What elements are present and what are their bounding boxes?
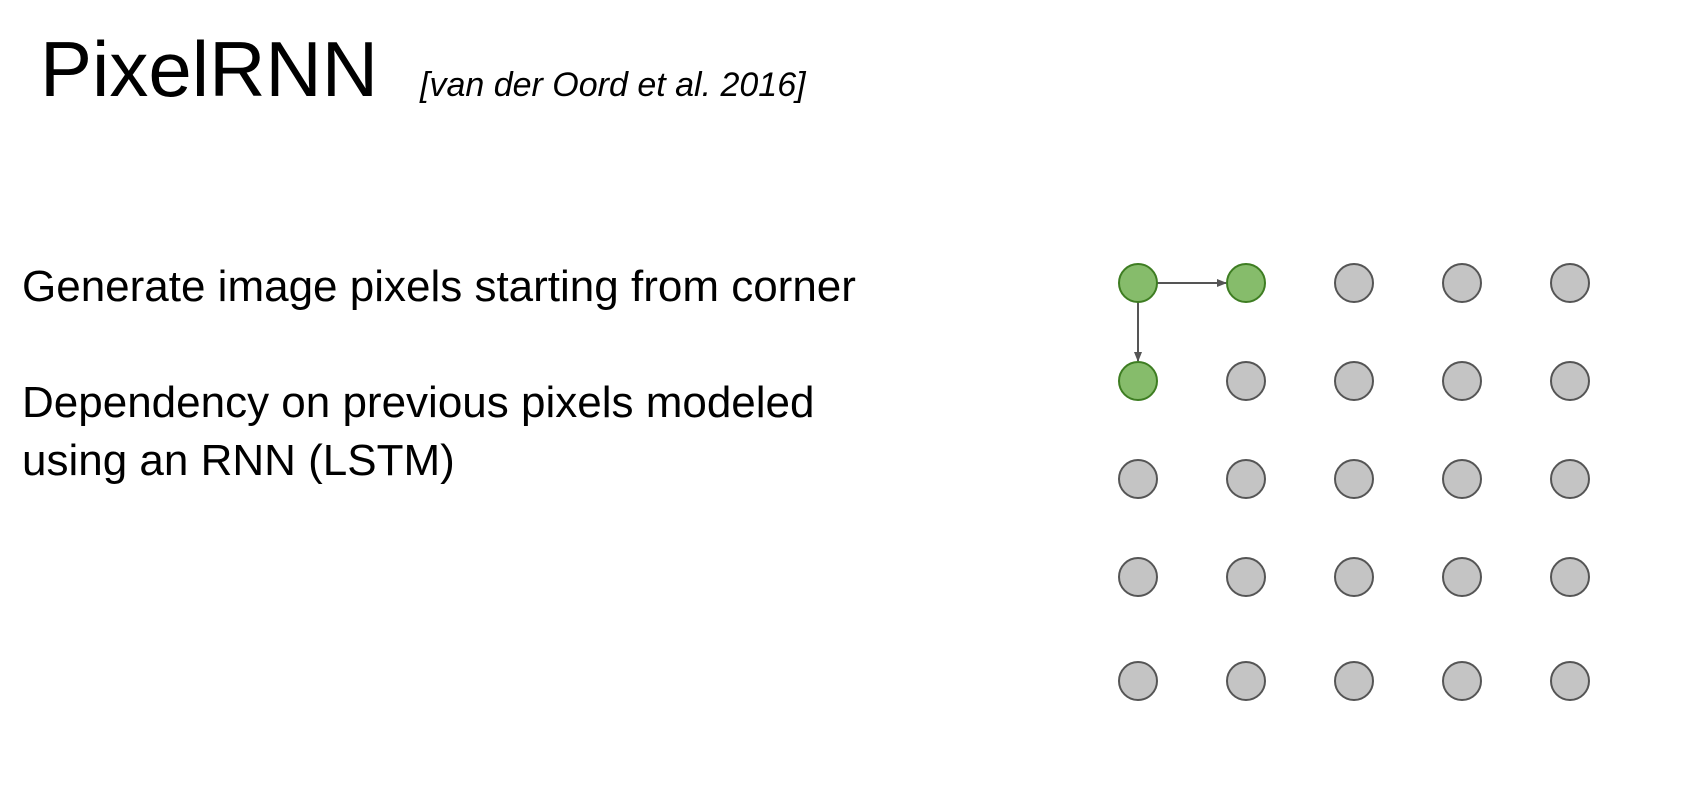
pending-pixel-1-1 xyxy=(1226,361,1266,401)
pending-pixel-4-2 xyxy=(1334,661,1374,701)
arrow-layer xyxy=(1134,279,1227,362)
pending-pixel-4-4 xyxy=(1550,661,1590,701)
bullet-dependency: Dependency on previous pixels modeled us… xyxy=(22,374,982,490)
pixel-layer xyxy=(1118,263,1590,701)
pending-pixel-3-3 xyxy=(1442,557,1482,597)
pending-pixel-2-1 xyxy=(1226,459,1266,499)
generated-pixel-0-0 xyxy=(1118,263,1158,303)
pending-pixel-0-2 xyxy=(1334,263,1374,303)
generated-pixel-1-0 xyxy=(1118,361,1158,401)
pending-pixel-2-0 xyxy=(1118,459,1158,499)
bullet-text: Generate image pixels starting from corn… xyxy=(22,262,856,311)
pending-pixel-1-3 xyxy=(1442,361,1482,401)
pending-pixel-3-4 xyxy=(1550,557,1590,597)
pending-pixel-3-2 xyxy=(1334,557,1374,597)
pending-pixel-2-2 xyxy=(1334,459,1374,499)
bullet-generate-pixels: Generate image pixels starting from corn… xyxy=(22,258,982,316)
pending-pixel-0-4 xyxy=(1550,263,1590,303)
pending-pixel-3-1 xyxy=(1226,557,1266,597)
generated-pixel-0-1 xyxy=(1226,263,1266,303)
bullet-text-line-2: using an RNN (LSTM) xyxy=(22,436,455,485)
pending-pixel-1-2 xyxy=(1334,361,1374,401)
pending-pixel-4-1 xyxy=(1226,661,1266,701)
pending-pixel-4-3 xyxy=(1442,661,1482,701)
pending-pixel-3-0 xyxy=(1118,557,1158,597)
pending-pixel-4-0 xyxy=(1118,661,1158,701)
pending-pixel-2-3 xyxy=(1442,459,1482,499)
pending-pixel-0-3 xyxy=(1442,263,1482,303)
slide-title: PixelRNN xyxy=(40,25,379,113)
pending-pixel-1-4 xyxy=(1550,361,1590,401)
bullet-text-line-1: Dependency on previous pixels modeled xyxy=(22,378,815,427)
pending-pixel-2-4 xyxy=(1550,459,1590,499)
citation: [van der Oord et al. 2016] xyxy=(420,66,806,104)
